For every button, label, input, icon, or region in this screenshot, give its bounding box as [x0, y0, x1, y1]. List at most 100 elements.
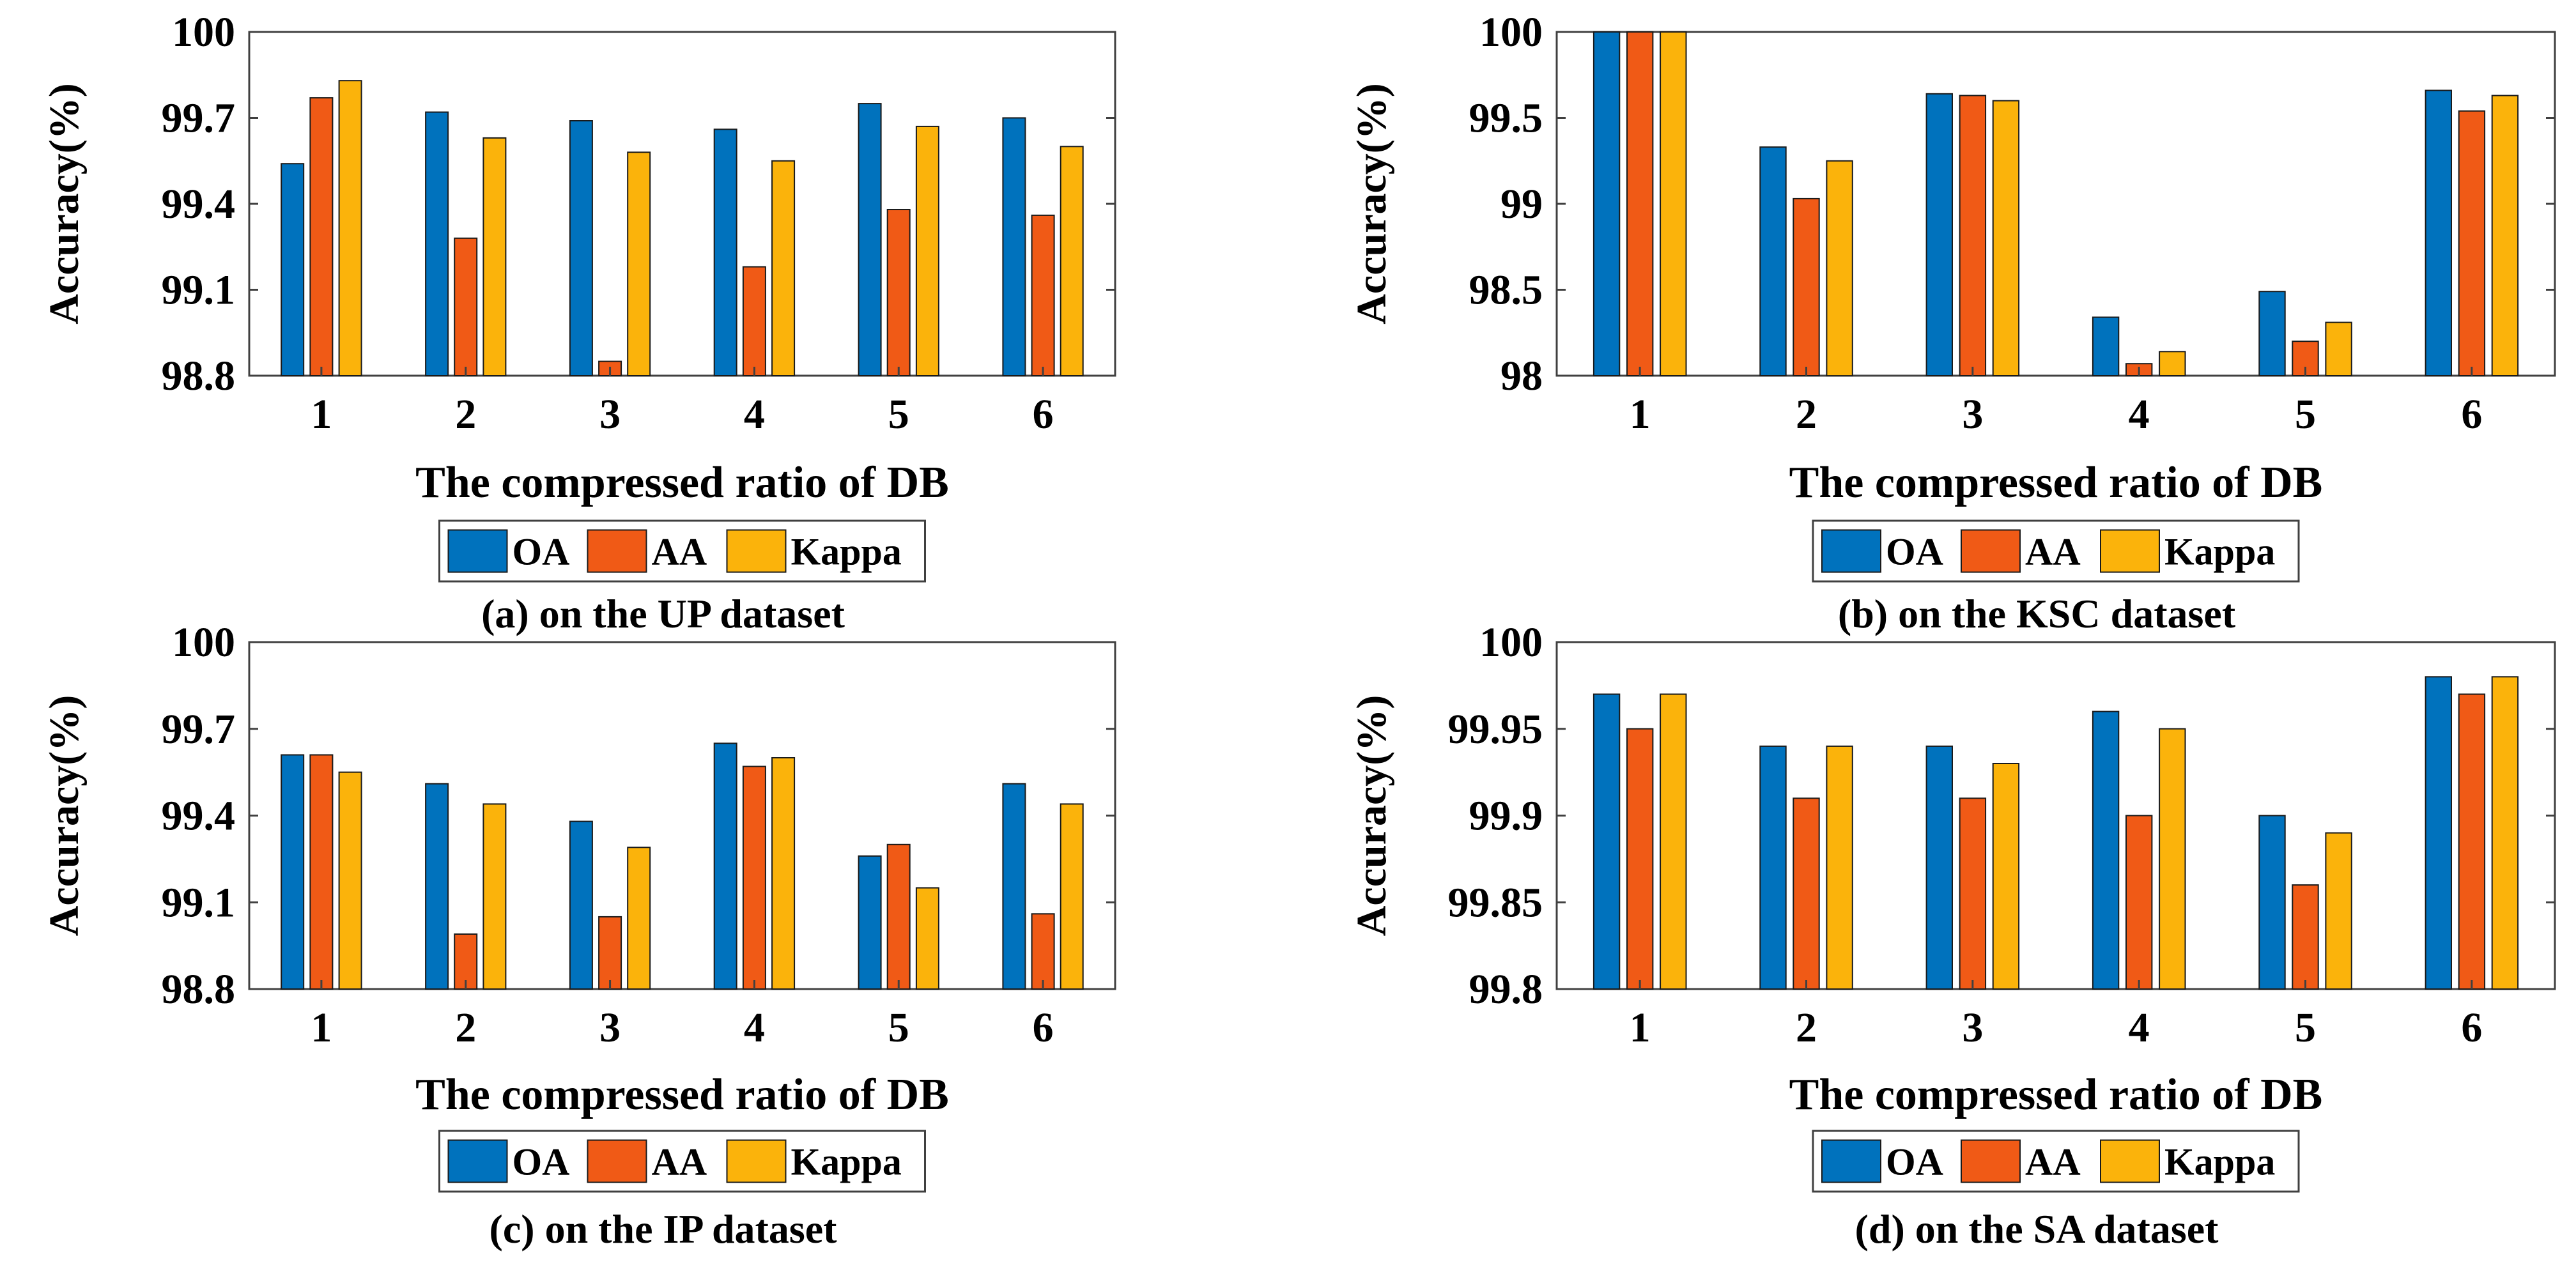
- y-tick-label: 99.9: [1469, 793, 1543, 840]
- bar-aa-3: [1959, 797, 1987, 990]
- x-tick-label: 4: [2129, 391, 2150, 438]
- y-tick-label: 100: [172, 9, 235, 56]
- bar-oa-1: [1593, 693, 1621, 990]
- bar-kappa-1: [1660, 31, 1687, 376]
- legend-swatch-kappa: [2100, 529, 2160, 573]
- y-tick-label: 99.95: [1448, 706, 1543, 753]
- bar-kappa-2: [1826, 160, 1853, 377]
- bar-aa-4: [742, 765, 766, 990]
- x-tick-label: 1: [311, 1004, 332, 1051]
- bar-kappa-3: [1992, 763, 2020, 990]
- x-tick-label: 2: [1796, 1004, 1817, 1051]
- bar-kappa-4: [2159, 728, 2186, 990]
- bar-kappa-4: [771, 757, 796, 990]
- x-tick-label: 6: [2461, 391, 2482, 438]
- bar-kappa-5: [915, 887, 939, 990]
- bar-kappa-3: [1992, 100, 2020, 376]
- bar-aa-2: [1793, 197, 1820, 376]
- x-tick-label: 5: [2295, 391, 2316, 438]
- x-tick-label: 1: [1630, 391, 1651, 438]
- legend-label-aa: AA: [2025, 1141, 2081, 1183]
- legend-swatch-kappa: [726, 1139, 787, 1183]
- x-axis-label: The compressed ratio of DB: [415, 458, 949, 507]
- legend-box: [1812, 519, 2300, 583]
- legend: OA AA Kappa: [1812, 519, 2300, 583]
- legend-box: [1812, 1130, 2300, 1193]
- bar-aa-3: [598, 916, 622, 990]
- legend-box: [438, 1130, 926, 1193]
- bar-oa-5: [2258, 291, 2286, 377]
- bar-aa-4: [742, 266, 766, 376]
- bar-kappa-6: [2491, 676, 2519, 990]
- plot-area: [1555, 31, 2556, 377]
- x-tick-label: 5: [888, 391, 909, 438]
- y-tick-label: 98.5: [1469, 267, 1543, 314]
- bar-oa-1: [1593, 31, 1621, 376]
- legend-label-oa: OA: [513, 531, 570, 573]
- panel-caption: (a) on the UP dataset: [481, 591, 845, 636]
- bar-oa-4: [2092, 316, 2120, 376]
- bar-aa-5: [2292, 884, 2319, 990]
- y-axis-label: Accuracy(%): [1348, 695, 1395, 937]
- x-tick-label: 2: [455, 1004, 476, 1051]
- y-tick-label: 99.1: [162, 879, 236, 926]
- bar-kappa-5: [915, 125, 939, 376]
- bar-aa-2: [454, 933, 478, 990]
- chart-panel-3: 98.8 99.1 99.4 99.7 100 1 2 3 4 5 6 The compressed …: [41, 619, 1116, 1252]
- x-tick-label: 5: [2295, 1004, 2316, 1051]
- x-tick-label: 3: [1962, 1004, 1983, 1051]
- bar-oa-3: [1925, 93, 1954, 377]
- x-axis-label: The compressed ratio of DB: [1789, 1070, 2323, 1119]
- y-tick-label: 99.7: [162, 706, 236, 753]
- y-tick-label: 99.4: [162, 793, 236, 840]
- x-tick-label: 1: [1630, 1004, 1651, 1051]
- x-tick-label: 3: [599, 391, 621, 438]
- bar-oa-5: [858, 855, 882, 990]
- x-tick-label: 4: [744, 1004, 765, 1051]
- y-tick-label: 99.7: [162, 95, 236, 142]
- y-axis-label: Accuracy(%): [41, 83, 88, 325]
- x-tick-label: 3: [1962, 391, 1983, 438]
- bar-oa-6: [1002, 117, 1026, 376]
- bar-aa-1: [309, 754, 334, 990]
- y-axis-label: Accuracy(%): [41, 695, 88, 937]
- legend-swatch-aa: [1961, 1139, 2021, 1183]
- bar-aa-1: [1626, 31, 1654, 376]
- bar-aa-6: [2458, 110, 2486, 376]
- y-tick-label: 99: [1500, 181, 1543, 227]
- bar-oa-2: [425, 111, 449, 376]
- legend-label-kappa: Kappa: [2164, 1141, 2275, 1183]
- bar-kappa-5: [2325, 832, 2352, 990]
- plot-area: [248, 641, 1116, 990]
- bar-oa-3: [569, 120, 593, 376]
- bar-oa-4: [713, 742, 737, 990]
- legend-swatch-aa: [1961, 529, 2021, 573]
- bar-kappa-3: [627, 151, 651, 377]
- bar-oa-3: [1925, 745, 1954, 990]
- bar-oa-2: [1759, 146, 1787, 376]
- chart-panel-4: 99.8 99.85 99.9 99.95 100 1 2 3 4 5 6 The compresse…: [1348, 619, 2556, 1252]
- y-tick-label: 99.5: [1469, 95, 1543, 142]
- x-axis-label: The compressed ratio of DB: [415, 1070, 949, 1119]
- legend-label-oa: OA: [1886, 531, 1943, 573]
- legend-label-oa: OA: [1886, 1141, 1943, 1183]
- bar-oa-5: [2258, 815, 2286, 990]
- x-tick-label: 2: [1796, 391, 1817, 438]
- chart-panel-2: 98 98.5 99 99.5 100 1 2 3 4 5 6 The compressed rati…: [1348, 9, 2556, 636]
- panel-caption: (d) on the SA dataset: [1855, 1206, 2219, 1252]
- legend-swatch-aa: [587, 1139, 647, 1183]
- bar-kappa-6: [1060, 803, 1084, 990]
- bar-aa-1: [309, 97, 334, 376]
- x-tick-label: 2: [455, 391, 476, 438]
- x-tick-label: 6: [1033, 1004, 1054, 1051]
- x-tick-label: 6: [2461, 1004, 2482, 1051]
- bar-oa-6: [2425, 676, 2453, 990]
- legend: OA AA Kappa: [438, 1130, 926, 1193]
- bar-kappa-5: [2325, 321, 2352, 377]
- y-tick-label: 100: [1479, 9, 1543, 56]
- bar-oa-5: [858, 103, 882, 376]
- bar-kappa-4: [771, 160, 796, 377]
- bar-kappa-6: [1060, 146, 1084, 377]
